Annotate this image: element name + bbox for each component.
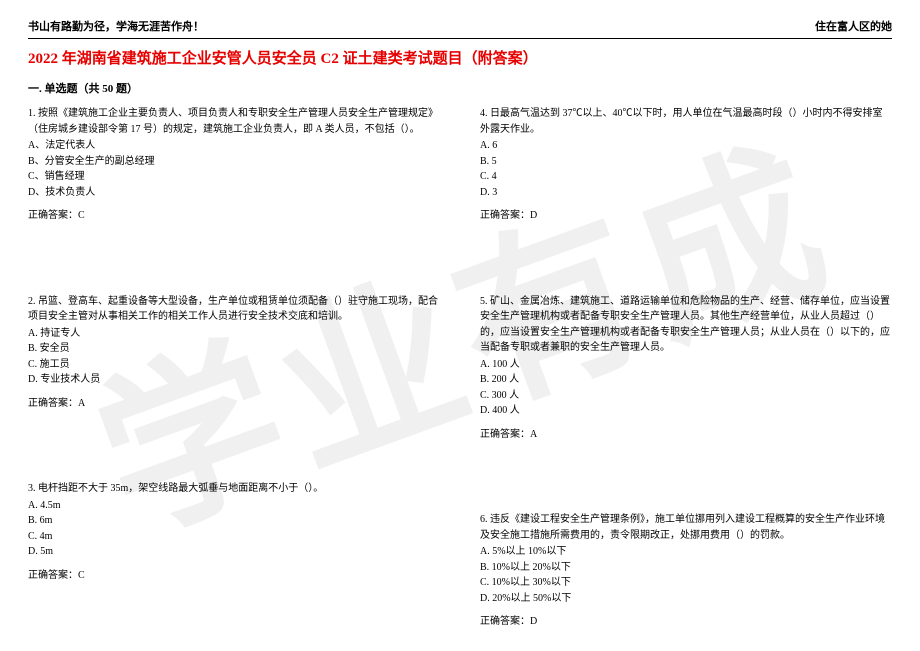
question-stem: 5. 矿山、金属冶炼、建筑施工、道路运输单位和危险物品的生产、经营、储存单位，应…	[480, 294, 892, 356]
option-c: C. 10%以上 30%以下	[480, 575, 892, 591]
option-d: D. 400 人	[480, 403, 892, 419]
option-d: D、技术负责人	[28, 185, 440, 201]
right-column: 4. 日最高气温达到 37℃以上、40℃以下时，用人单位在气温最高时段（）小时内…	[480, 106, 892, 630]
option-b: B. 10%以上 20%以下	[480, 560, 892, 576]
left-column: 1. 按照《建筑施工企业主要负责人、项目负责人和专职安全生产管理人员安全生产管理…	[28, 106, 440, 630]
section-heading: 一. 单选题（共 50 题）	[28, 80, 892, 96]
question-block: 2. 吊篮、登高车、起重设备等大型设备，生产单位或租赁单位须配备（）驻守施工现场…	[28, 294, 440, 412]
option-b: B. 5	[480, 154, 892, 170]
option-c: C、销售经理	[28, 169, 440, 185]
header-left: 书山有路勤为径，学海无涯苦作舟！	[28, 18, 204, 34]
option-b: B. 安全员	[28, 341, 440, 357]
option-a: A、法定代表人	[28, 138, 440, 154]
question-block: 3. 电杆挡距不大于 35m，架空线路最大弧垂与地面距离不小于（）。 A. 4.…	[28, 481, 440, 583]
option-c: C. 4	[480, 169, 892, 185]
option-a: A. 6	[480, 138, 892, 154]
answer-label: 正确答案：A	[480, 427, 892, 443]
answer-label: 正确答案：C	[28, 208, 440, 224]
option-a: A. 5%以上 10%以下	[480, 544, 892, 560]
answer-label: 正确答案：A	[28, 396, 440, 412]
question-stem: 6. 违反《建设工程安全生产管理条例》，施工单位挪用列入建设工程概算的安全生产作…	[480, 512, 892, 543]
option-b: B. 200 人	[480, 372, 892, 388]
page-container: 书山有路勤为径，学海无涯苦作舟！ 住在富人区的她 2022 年湖南省建筑施工企业…	[0, 0, 920, 630]
option-a: A. 持证专人	[28, 326, 440, 342]
question-block: 4. 日最高气温达到 37℃以上、40℃以下时，用人单位在气温最高时段（）小时内…	[480, 106, 892, 224]
question-block: 5. 矿山、金属冶炼、建筑施工、道路运输单位和危险物品的生产、经营、储存单位，应…	[480, 294, 892, 443]
header-right: 住在富人区的她	[815, 18, 892, 34]
option-c: C. 4m	[28, 529, 440, 545]
option-b: B、分管安全生产的副总经理	[28, 154, 440, 170]
question-stem: 3. 电杆挡距不大于 35m，架空线路最大弧垂与地面距离不小于（）。	[28, 481, 440, 497]
answer-label: 正确答案：D	[480, 614, 892, 630]
option-c: C. 施工员	[28, 357, 440, 373]
option-a: A. 100 人	[480, 357, 892, 373]
answer-label: 正确答案：C	[28, 568, 440, 584]
question-stem: 2. 吊篮、登高车、起重设备等大型设备，生产单位或租赁单位须配备（）驻守施工现场…	[28, 294, 440, 325]
answer-label: 正确答案：D	[480, 208, 892, 224]
question-block: 6. 违反《建设工程安全生产管理条例》，施工单位挪用列入建设工程概算的安全生产作…	[480, 512, 892, 630]
question-stem: 1. 按照《建筑施工企业主要负责人、项目负责人和专职安全生产管理人员安全生产管理…	[28, 106, 440, 137]
two-column-layout: 1. 按照《建筑施工企业主要负责人、项目负责人和专职安全生产管理人员安全生产管理…	[28, 106, 892, 630]
option-d: D. 5m	[28, 544, 440, 560]
option-d: D. 专业技术人员	[28, 372, 440, 388]
option-d: D. 3	[480, 185, 892, 201]
option-d: D. 20%以上 50%以下	[480, 591, 892, 607]
page-header: 书山有路勤为径，学海无涯苦作舟！ 住在富人区的她	[28, 18, 892, 39]
question-stem: 4. 日最高气温达到 37℃以上、40℃以下时，用人单位在气温最高时段（）小时内…	[480, 106, 892, 137]
option-c: C. 300 人	[480, 388, 892, 404]
exam-title: 2022 年湖南省建筑施工企业安管人员安全员 C2 证土建类考试题目（附答案）	[28, 47, 892, 68]
option-b: B. 6m	[28, 513, 440, 529]
question-block: 1. 按照《建筑施工企业主要负责人、项目负责人和专职安全生产管理人员安全生产管理…	[28, 106, 440, 224]
option-a: A. 4.5m	[28, 498, 440, 514]
